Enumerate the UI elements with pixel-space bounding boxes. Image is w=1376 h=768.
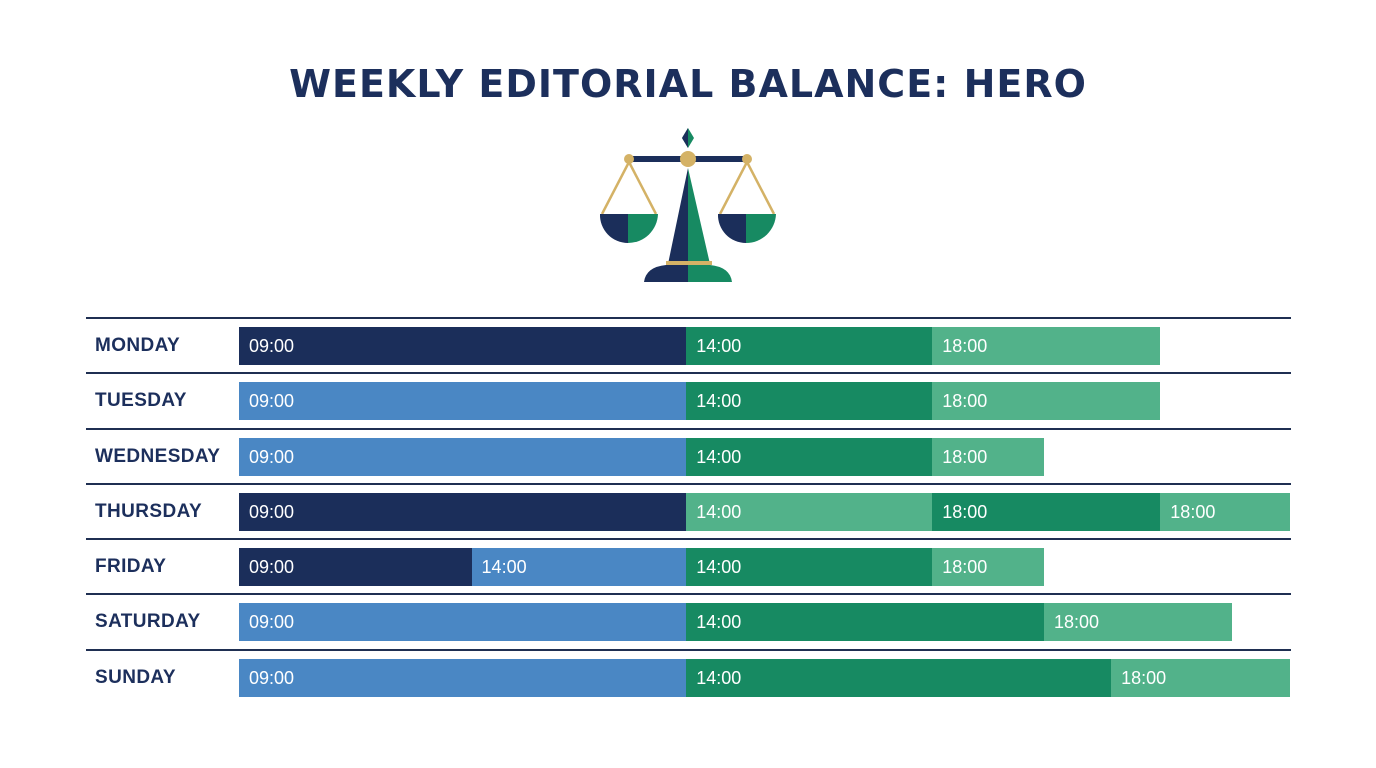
bar-segment: 09:00 bbox=[239, 658, 687, 697]
bar-segment: 14:00 bbox=[686, 492, 933, 531]
day-label: SATURDAY bbox=[95, 611, 201, 633]
day-label: FRIDAY bbox=[95, 556, 167, 578]
bar-segment: 18:00 bbox=[1111, 658, 1290, 697]
scales-of-justice-icon bbox=[599, 128, 776, 282]
table-row: MONDAY 09:00 14:00 18:00 bbox=[86, 317, 1291, 372]
table-row: THURSDAY 09:00 14:00 18:00 18:00 bbox=[86, 482, 1291, 538]
bar-segment: 14:00 bbox=[686, 603, 1044, 642]
table-row: SATURDAY 09:00 14:00 18:00 bbox=[86, 593, 1291, 648]
table-row: WEDNESDAY 09:00 14:00 18:00 bbox=[86, 427, 1291, 483]
bar-segment: 18:00 bbox=[932, 492, 1161, 531]
bar-segment: 18:00 bbox=[932, 437, 1044, 476]
bar-segment: 09:00 bbox=[239, 492, 687, 531]
bar-segment: 14:00 bbox=[686, 548, 933, 587]
chart-title: WEEKLY EDITORIAL BALANCE: HERO bbox=[289, 62, 1087, 106]
bar-segment: 09:00 bbox=[239, 437, 687, 476]
table-row: TUESDAY 09:00 14:00 18:00 bbox=[86, 372, 1291, 427]
bar-segment: 18:00 bbox=[932, 382, 1161, 421]
bar-segment: 14:00 bbox=[686, 658, 1112, 697]
bar-segment: 09:00 bbox=[239, 327, 687, 365]
bar-segment: 18:00 bbox=[1160, 492, 1290, 531]
schedule-chart: MONDAY 09:00 14:00 18:00 TUESDAY 09:00 14:00 18… bbox=[86, 317, 1291, 704]
bar-segment: 14:00 bbox=[471, 548, 687, 587]
bar-segment: 14:00 bbox=[686, 327, 933, 365]
table-row: FRIDAY 09:00 14:00 14:00 18:00 bbox=[86, 538, 1291, 593]
day-label: THURSDAY bbox=[95, 500, 203, 522]
bar-segment: 18:00 bbox=[932, 548, 1044, 587]
table-row: SUNDAY 09:00 14:00 18:00 bbox=[86, 648, 1291, 704]
bar-segment: 14:00 bbox=[686, 437, 933, 476]
bar-segment: 09:00 bbox=[239, 603, 687, 642]
bar-segment: 14:00 bbox=[686, 382, 933, 421]
bar-segment: 09:00 bbox=[239, 382, 687, 421]
day-label: MONDAY bbox=[95, 335, 181, 356]
day-label: SUNDAY bbox=[95, 666, 176, 688]
day-label: TUESDAY bbox=[95, 390, 187, 412]
bar-segment: 18:00 bbox=[932, 327, 1161, 365]
day-label: WEDNESDAY bbox=[95, 445, 221, 467]
bar-segment: 09:00 bbox=[239, 548, 472, 587]
bar-segment: 18:00 bbox=[1044, 603, 1232, 642]
